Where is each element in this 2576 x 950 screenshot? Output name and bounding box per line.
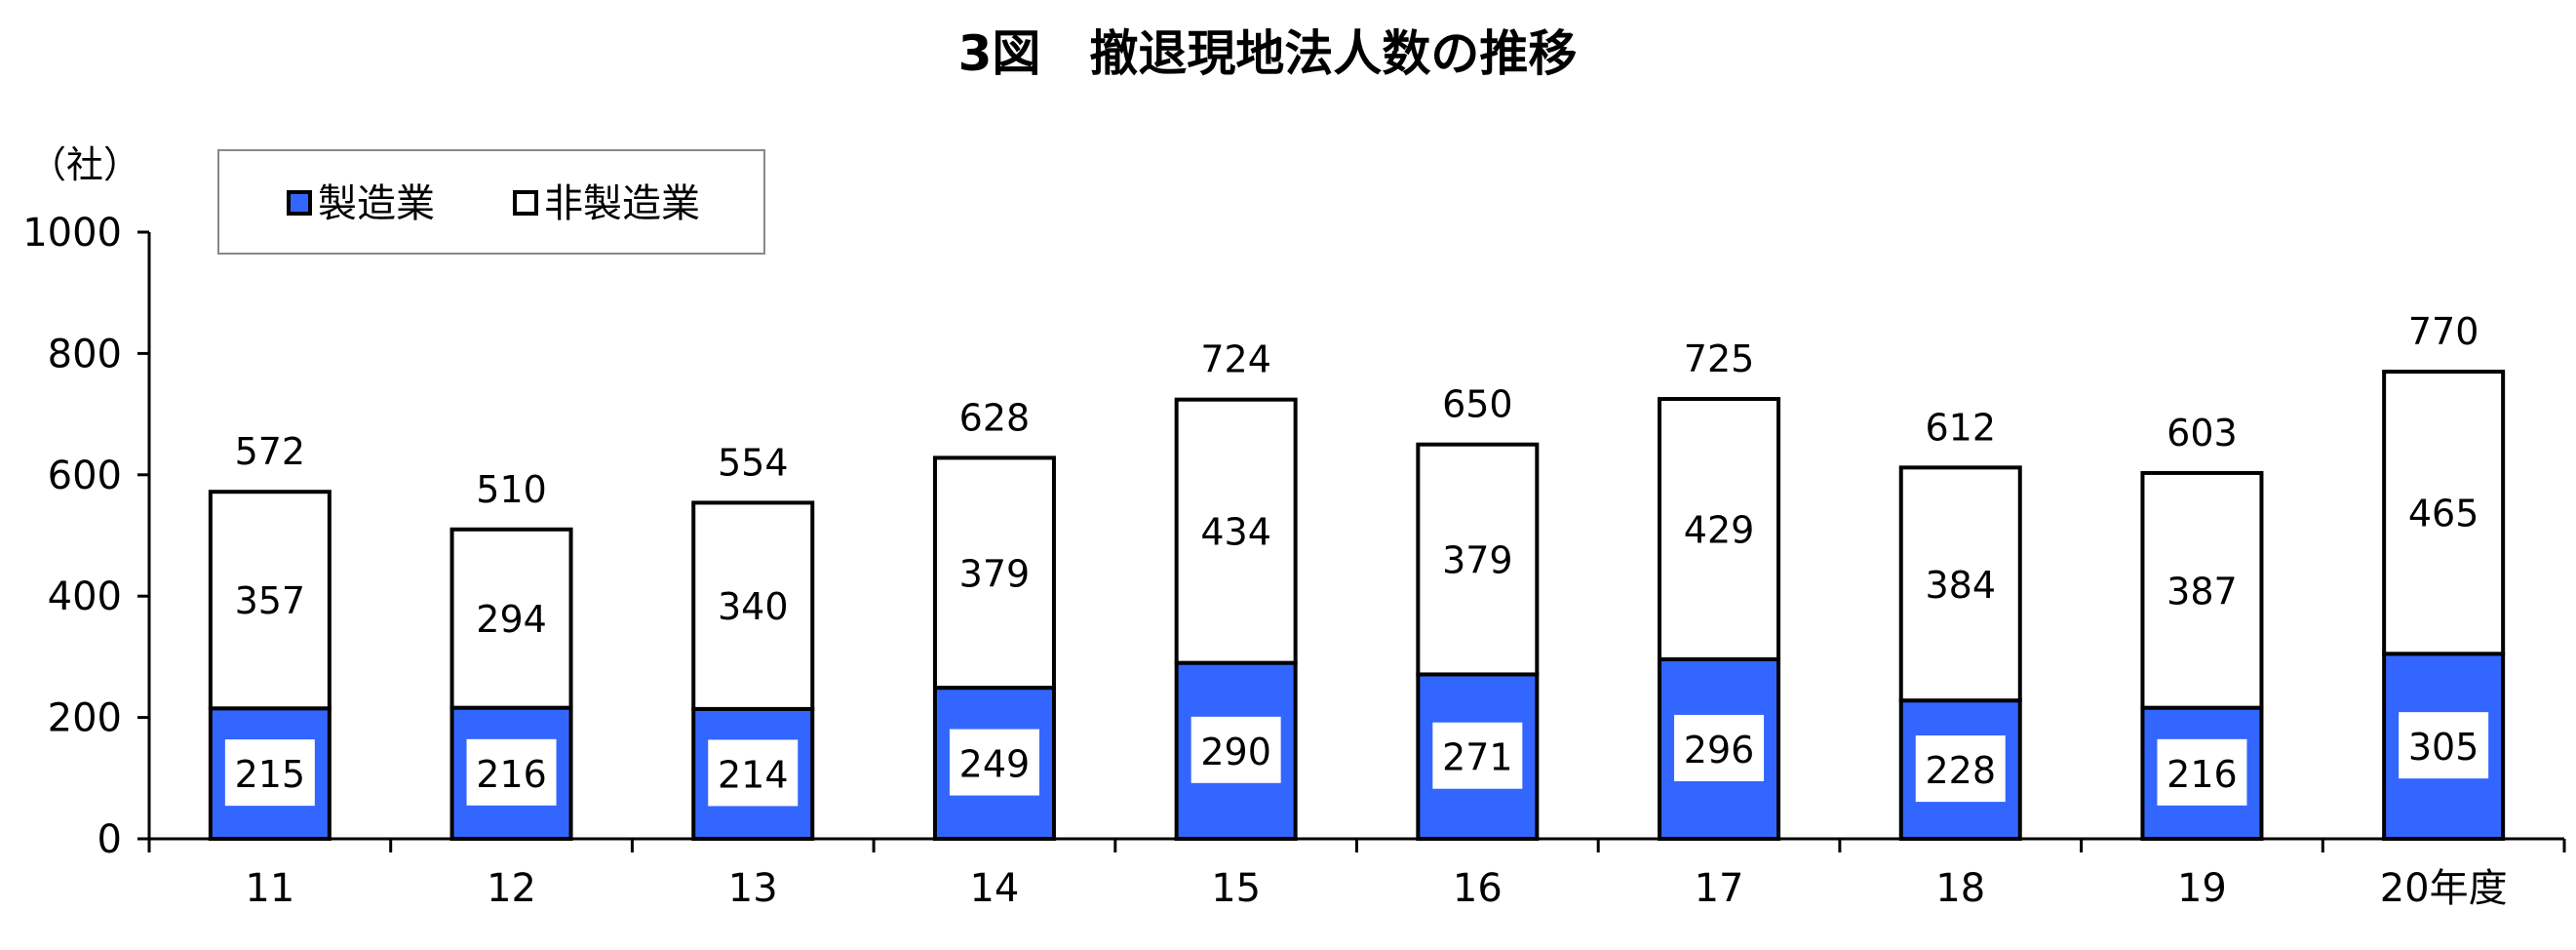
data-label-box [466,738,557,806]
data-label-box [1915,735,2006,803]
y-tick-label: 600 [48,454,122,498]
legend-label-manufacturing: 製造業 [318,181,435,226]
bar-non-manufacturing [1898,465,2022,703]
bar-non-manufacturing [449,527,573,710]
data-label-manufacturing: 214 [718,753,789,796]
legend: 製造業 非製造業 [217,149,765,255]
data-label-manufacturing: 296 [1684,729,1755,772]
data-label-non-manufacturing: 357 [235,579,306,622]
x-tick-label: 16 [1453,866,1503,911]
bar-non-manufacturing [1658,397,1781,661]
data-label-total: 628 [959,396,1031,439]
data-label-box [1674,714,1765,781]
data-label-manufacturing: 290 [1200,731,1271,773]
data-label-box [949,729,1039,796]
data-label-non-manufacturing: 434 [1200,511,1271,554]
data-label-non-manufacturing: 340 [718,585,789,628]
x-tick-label: 14 [969,866,1019,911]
data-label-total: 510 [476,468,547,511]
chart-title: 3図 撤退現地法人数の推移 [958,25,1578,82]
data-label-total: 724 [1200,338,1271,381]
x-tick-label: 18 [1935,866,1985,911]
data-label-total: 612 [1925,406,1996,449]
bar-non-manufacturing [691,500,815,711]
data-label-non-manufacturing: 429 [1684,508,1755,551]
legend-swatch-non-manufacturing [513,190,538,216]
y-tick-label: 800 [48,332,122,376]
data-label-non-manufacturing: 387 [2166,570,2238,613]
x-tick-label: 19 [2177,866,2227,911]
data-label-total: 770 [2408,310,2479,353]
legend-label-non-manufacturing: 非製造業 [544,181,700,226]
data-label-non-manufacturing: 384 [1925,564,1996,607]
x-tick-label: 11 [245,866,294,911]
bar-labels: 215 357 572 11 216 294 510 12 214 340 554 13 249 379 6… [224,310,2508,911]
data-label-total: 650 [1442,383,1513,426]
data-label-manufacturing: 228 [1925,749,1996,792]
data-label-box [224,739,315,807]
x-tick-label: 20年度 [2380,866,2508,911]
bar-non-manufacturing [2382,370,2506,656]
data-label-manufacturing: 249 [959,743,1031,786]
data-label-non-manufacturing: 379 [1442,539,1513,582]
data-label-total: 603 [2166,412,2238,455]
bar-non-manufacturing [1174,397,1298,665]
data-label-box [2399,712,2489,779]
data-label-total: 554 [718,441,789,484]
x-tick-label: 15 [1211,866,1261,911]
legend-swatch-manufacturing [287,190,312,216]
x-tick-label: 12 [487,866,536,911]
x-tick-label: 13 [728,866,778,911]
data-label-box [708,739,799,807]
bar-non-manufacturing [2140,470,2264,710]
y-tick-label: 200 [48,696,122,741]
data-label-box [1190,716,1281,783]
y-axis-unit-label: （社） [29,143,140,186]
data-label-manufacturing: 216 [476,753,547,796]
x-tick-label: 17 [1695,866,1744,911]
bar-non-manufacturing [932,455,1056,691]
data-label-total: 572 [235,430,306,473]
data-label-box [2157,738,2247,806]
y-tick-label: 1000 [22,211,122,256]
data-label-manufacturing: 215 [235,753,306,796]
data-label-non-manufacturing: 379 [959,552,1031,595]
data-label-non-manufacturing: 465 [2408,493,2479,535]
bar-non-manufacturing [208,490,332,711]
bar-non-manufacturing [1416,442,1540,677]
data-label-manufacturing: 305 [2408,726,2479,769]
data-label-non-manufacturing: 294 [476,598,547,641]
y-tick-label: 0 [98,817,122,862]
data-label-total: 725 [1684,337,1755,380]
data-label-manufacturing: 216 [2166,753,2238,796]
data-label-manufacturing: 271 [1442,736,1513,779]
y-tick-label: 400 [48,574,122,619]
data-label-box [1432,722,1523,789]
